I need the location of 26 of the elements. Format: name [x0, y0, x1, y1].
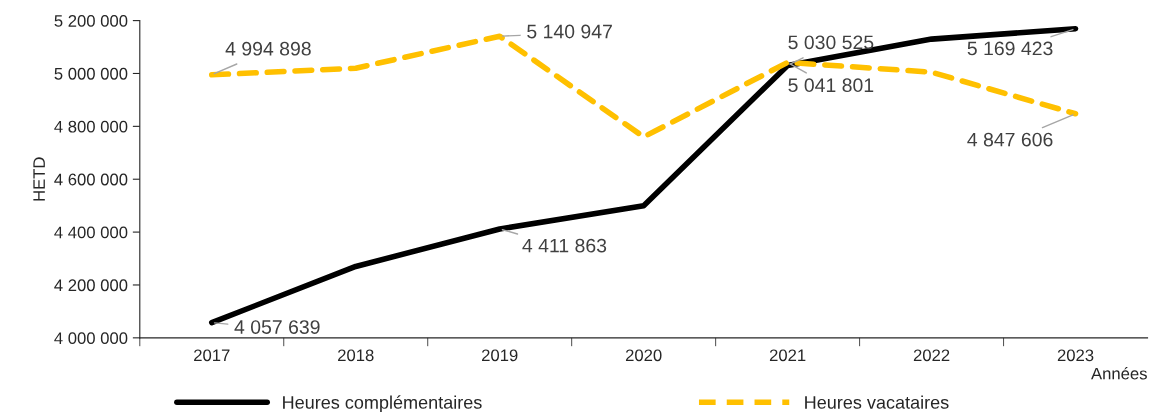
data-label: 5 030 525 — [788, 35, 874, 50]
data-label: 4 411 863 — [522, 238, 607, 253]
data-label: 5 169 423 — [967, 41, 1053, 56]
y-tick-label: 4 400 000 — [54, 226, 128, 239]
y-tick-label: 4 200 000 — [54, 279, 128, 292]
data-label: 4 057 639 — [234, 320, 320, 334]
y-tick-label: 5 200 000 — [54, 15, 128, 27]
y-tick-label: 5 000 000 — [54, 67, 128, 80]
legend-label: Heures complémentaires — [283, 395, 482, 412]
data-label: 5 140 947 — [527, 24, 612, 39]
y-axis-title: HETD — [33, 157, 45, 201]
x-tick-label: 2018 — [338, 349, 374, 362]
legend-label: Heures vacataires — [805, 395, 949, 409]
x-tick-label: 2022 — [913, 349, 950, 362]
data-label: 5 041 801 — [788, 78, 874, 93]
y-tick-label: 4 800 000 — [54, 120, 128, 133]
y-tick-label: 4 600 000 — [54, 173, 128, 186]
x-tick-label: 2019 — [482, 349, 518, 362]
data-label: 4 994 898 — [225, 41, 311, 56]
y-tick-label: 4 000 000 — [54, 332, 128, 345]
x-axis-title: Années — [1091, 367, 1147, 380]
x-tick-label: 2017 — [194, 349, 230, 362]
x-tick-label: 2021 — [769, 349, 806, 362]
x-tick-label: 2023 — [1057, 349, 1094, 362]
data-label: 4 847 606 — [967, 132, 1053, 147]
x-tick-label: 2020 — [625, 349, 662, 362]
